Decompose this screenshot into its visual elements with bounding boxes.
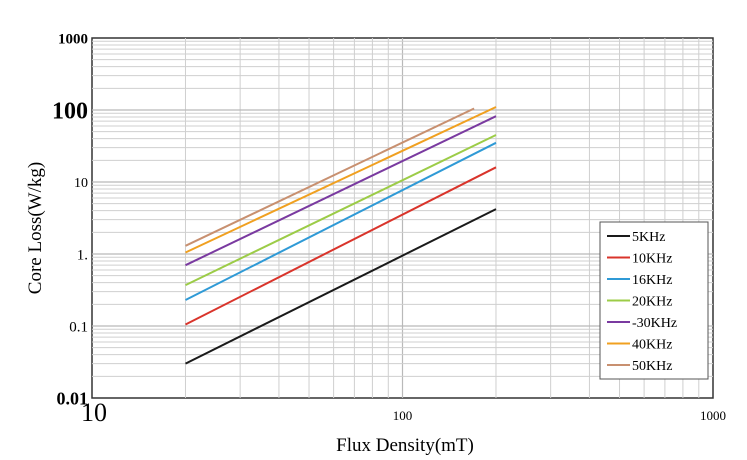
series-lines <box>185 106 497 365</box>
y-tick-label: 100 <box>52 98 88 124</box>
y-tick-label: 10 <box>74 176 88 191</box>
legend-label: 5KHz <box>632 230 665 245</box>
x-tick-label: 1000 <box>700 408 726 423</box>
legend-label: 10KHz <box>632 252 672 267</box>
legend-label: 16KHz <box>632 273 672 288</box>
y-tick-label: 1000 <box>58 31 88 47</box>
x-tick-label: 100 <box>393 408 413 423</box>
x-tick-label: 10 <box>81 398 107 427</box>
series-line <box>185 106 497 254</box>
legend-label: 40KHz <box>632 338 672 353</box>
y-tick-label: 1. <box>77 247 88 263</box>
y-tick-label: 0.1 <box>69 319 88 335</box>
legend-label: -30KHz <box>632 316 677 331</box>
series-line <box>185 115 497 267</box>
legend-label: 20KHz <box>632 295 672 310</box>
y-axis-title: Core Loss(W/kg) <box>25 162 46 294</box>
legend-label: 50KHz <box>632 359 672 374</box>
x-tick-labels: 10 100 1000 <box>81 398 726 427</box>
grid-lines <box>92 38 713 398</box>
series-line <box>185 166 497 326</box>
y-tick-labels: 1000 100 10 1. 0.1 0.01 <box>52 31 88 408</box>
legend: 5KHz 10KHz 16KHz 20KHz -30KHz 40KHz 50KHz <box>599 221 709 380</box>
series-line <box>185 134 497 287</box>
series-line <box>185 107 475 247</box>
series-line <box>185 141 497 301</box>
series-line <box>185 208 497 365</box>
x-axis-title: Flux Density(mT) <box>336 435 474 456</box>
y-tick-label: 0.01 <box>57 388 89 408</box>
